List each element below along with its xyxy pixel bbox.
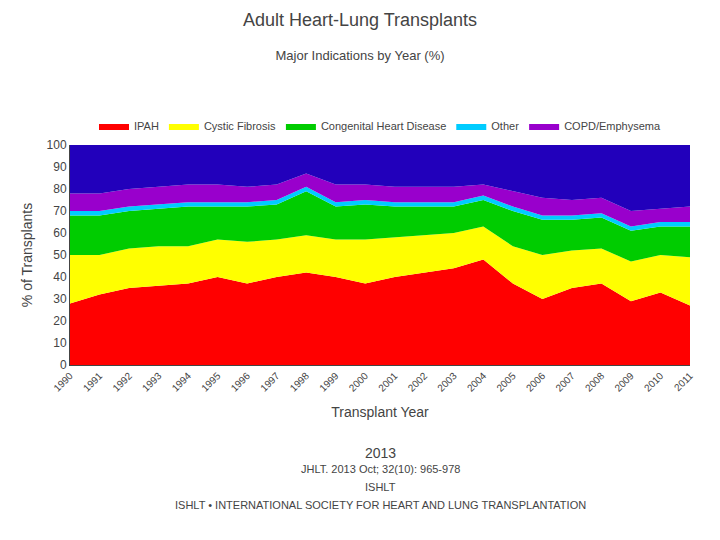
svg-text:1997: 1997 <box>258 370 282 394</box>
svg-text:20: 20 <box>53 314 67 328</box>
svg-text:1994: 1994 <box>170 370 194 394</box>
svg-text:1992: 1992 <box>110 370 134 394</box>
svg-text:2010: 2010 <box>642 370 666 394</box>
svg-text:Adult Heart-Lung Transplants: Adult Heart-Lung Transplants <box>243 10 477 30</box>
svg-text:2001: 2001 <box>376 370 400 394</box>
svg-text:80: 80 <box>53 182 67 196</box>
svg-text:0: 0 <box>60 358 67 372</box>
svg-text:2007: 2007 <box>553 370 577 394</box>
svg-text:ISHLT • INTERNATIONAL SOCIETY: ISHLT • INTERNATIONAL SOCIETY FOR HEART … <box>175 499 586 511</box>
svg-text:2008: 2008 <box>583 370 607 394</box>
svg-text:60: 60 <box>53 226 67 240</box>
svg-text:2004: 2004 <box>465 370 489 394</box>
svg-text:Cystic Fibrosis: Cystic Fibrosis <box>204 120 276 132</box>
svg-text:Congenital Heart Disease: Congenital Heart Disease <box>321 120 446 132</box>
svg-text:1991: 1991 <box>81 370 105 394</box>
svg-text:1995: 1995 <box>199 370 223 394</box>
svg-text:2005: 2005 <box>494 370 518 394</box>
svg-text:70: 70 <box>53 204 67 218</box>
svg-text:Other: Other <box>491 120 519 132</box>
svg-text:1990: 1990 <box>51 370 75 394</box>
svg-text:2009: 2009 <box>612 370 636 394</box>
svg-text:1999: 1999 <box>317 370 341 394</box>
svg-text:2013: 2013 <box>365 445 396 461</box>
svg-text:Major Indications by Year (%): Major Indications by Year (%) <box>275 48 444 63</box>
svg-text:100: 100 <box>47 138 67 152</box>
svg-text:30: 30 <box>53 292 67 306</box>
svg-text:1998: 1998 <box>288 370 312 394</box>
svg-text:1993: 1993 <box>140 370 164 394</box>
svg-text:ISHLT: ISHLT <box>365 481 396 493</box>
svg-text:IPAH: IPAH <box>134 120 159 132</box>
svg-text:JHLT. 2013 Oct; 32(10): 965-97: JHLT. 2013 Oct; 32(10): 965-978 <box>301 463 460 475</box>
svg-text:2000: 2000 <box>347 370 371 394</box>
svg-text:COPD/Emphysema: COPD/Emphysema <box>564 120 661 132</box>
svg-text:2011: 2011 <box>672 370 695 393</box>
svg-text:90: 90 <box>53 160 67 174</box>
svg-text:1996: 1996 <box>229 370 253 394</box>
svg-text:50: 50 <box>53 248 67 262</box>
svg-text:Transplant Year: Transplant Year <box>331 404 429 420</box>
svg-text:10: 10 <box>53 336 67 350</box>
svg-text:2003: 2003 <box>435 370 459 394</box>
svg-text:2006: 2006 <box>524 370 548 394</box>
svg-text:% of Transplants: % of Transplants <box>19 203 35 307</box>
svg-text:2002: 2002 <box>406 370 430 394</box>
svg-text:40: 40 <box>53 270 67 284</box>
